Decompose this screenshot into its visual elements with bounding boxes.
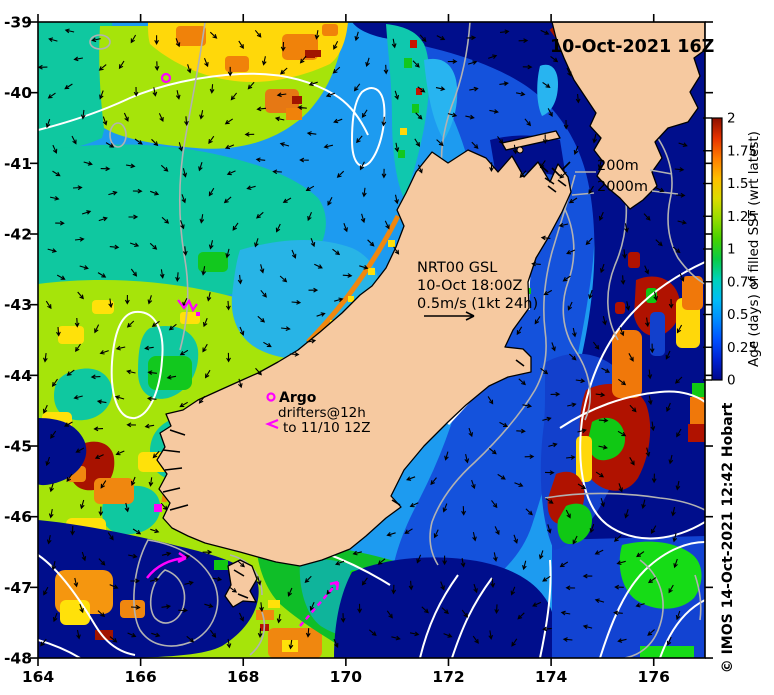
y-tick-label: -41 <box>4 155 32 173</box>
axes: 164 166 168 170 172 174 176 -39 -40 -41 -42 -43 -44 -… <box>4 14 713 686</box>
x-tick-label: 170 <box>330 668 363 686</box>
y-tick-label: -39 <box>4 14 32 32</box>
plot-frame <box>37 21 706 659</box>
ssh-contours-white <box>38 72 705 658</box>
north-island <box>551 22 705 210</box>
scale-arrow <box>424 311 475 321</box>
colorbar-tick-label: 1.75 <box>727 143 757 159</box>
attribution-label: © IMOS 14-Oct-2021 12:42 Hobart <box>720 402 736 673</box>
colorbar-tick-label: 2 <box>727 111 736 127</box>
x-tick-label: 166 <box>124 668 156 686</box>
y-tick-label: -47 <box>4 579 32 597</box>
depth-label-lines <box>571 169 679 196</box>
coast-detail-strokes <box>162 161 571 599</box>
colorbar-tick-label: 0.5 <box>727 307 748 323</box>
colorbar: 0 0.25 0.5 0.75 1 1.25 1.5 1.75 2 Age (days) of … <box>703 111 762 389</box>
y-tick-label: -40 <box>4 84 32 102</box>
x-tick-label: 176 <box>638 668 670 686</box>
colorbar-tick-label: 0 <box>727 373 736 389</box>
colorbar-tick-label: 0.75 <box>727 274 757 290</box>
drifter-tracks <box>146 72 340 627</box>
x-tick-label: 164 <box>22 668 55 686</box>
colorbar-ticks: 0 0.25 0.5 0.75 1 1.25 1.5 1.75 2 <box>703 111 757 389</box>
y-tick-label: -48 <box>4 650 32 668</box>
gsl-line-1: NRT00 GSL <box>417 260 497 276</box>
y-tick-label: -42 <box>4 226 32 244</box>
timestamp-label: 10-Oct-2021 16Z <box>550 37 714 57</box>
gsl-line-3: 0.5m/s (1kt 24h) <box>417 296 538 312</box>
x-tick-label: 174 <box>535 668 568 686</box>
argo-line-2: drifters@12h <box>278 405 366 421</box>
depth-200m-label: 200m <box>597 158 639 174</box>
x-tick-label: 168 <box>227 668 259 686</box>
colorbar-gradient-bar <box>711 117 723 381</box>
argo-annotation: Argo drifters@12h to 11/10 12Z <box>278 390 370 436</box>
argo-line-3: to 11/10 12Z <box>283 420 370 436</box>
y-tick-label: -45 <box>4 438 32 456</box>
stewart-island <box>224 559 258 608</box>
colorbar-tick-label: 1 <box>727 242 736 258</box>
y-tick-label: -46 <box>4 508 32 526</box>
land-layer <box>156 22 705 608</box>
x-tick-label: 172 <box>432 668 464 686</box>
gsl-line-2: 10-Oct 18:00Z <box>417 278 523 294</box>
depth-2000m-label: 2000m <box>597 179 648 195</box>
y-tick-label: -43 <box>4 296 32 314</box>
colorbar-tick-label: 0.25 <box>727 340 757 356</box>
colorbar-tick-label: 1.5 <box>727 176 748 192</box>
colorbar-title: Age (days) of filled SST (wrt latest) <box>746 131 762 367</box>
argo-line-1: Argo <box>279 390 317 406</box>
y-tick-label: -44 <box>4 367 32 385</box>
drifter-legend-marker <box>265 418 279 430</box>
argo-legend-marker <box>266 392 276 402</box>
colorbar-tick-label: 1.25 <box>727 209 757 225</box>
gsl-annotation: NRT00 GSL 10-Oct 18:00Z 0.5m/s (1kt 24h) <box>417 260 538 321</box>
current-vector-field <box>38 28 688 650</box>
south-island <box>156 149 572 567</box>
